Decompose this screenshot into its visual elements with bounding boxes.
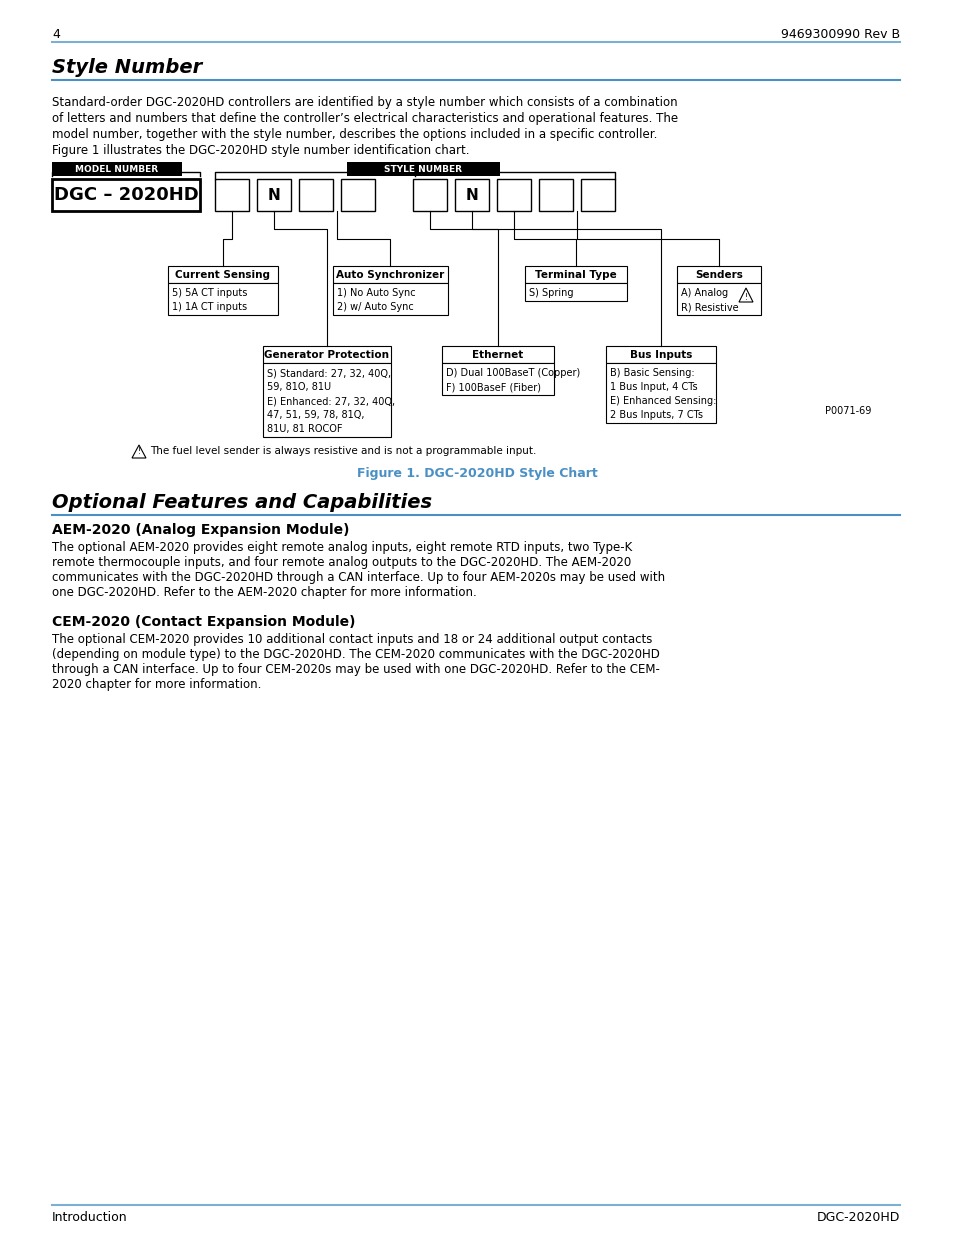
Text: Ethernet: Ethernet xyxy=(472,350,523,359)
Text: communicates with the DGC-2020HD through a CAN interface. Up to four AEM-2020s m: communicates with the DGC-2020HD through… xyxy=(52,571,664,584)
Text: MODEL NUMBER: MODEL NUMBER xyxy=(75,164,158,173)
Text: 2 Bus Inputs, 7 CTs: 2 Bus Inputs, 7 CTs xyxy=(609,410,702,420)
Polygon shape xyxy=(132,445,146,458)
FancyBboxPatch shape xyxy=(497,179,531,211)
FancyBboxPatch shape xyxy=(677,266,760,283)
FancyBboxPatch shape xyxy=(677,283,760,315)
Text: 1) 1A CT inputs: 1) 1A CT inputs xyxy=(172,303,247,312)
Text: Optional Features and Capabilities: Optional Features and Capabilities xyxy=(52,493,432,513)
Text: 2) w/ Auto Sync: 2) w/ Auto Sync xyxy=(336,303,414,312)
Text: D) Dual 100BaseT (Copper): D) Dual 100BaseT (Copper) xyxy=(446,368,579,378)
FancyBboxPatch shape xyxy=(263,346,391,363)
FancyBboxPatch shape xyxy=(214,179,249,211)
Text: through a CAN interface. Up to four CEM-2020s may be used with one DGC-2020HD. R: through a CAN interface. Up to four CEM-… xyxy=(52,663,659,676)
Text: 5) 5A CT inputs: 5) 5A CT inputs xyxy=(172,288,247,298)
Text: N: N xyxy=(465,188,477,203)
Text: !: ! xyxy=(137,447,140,457)
Text: 59, 81O, 81U: 59, 81O, 81U xyxy=(267,382,331,391)
Text: Senders: Senders xyxy=(695,269,742,279)
Text: STYLE NUMBER: STYLE NUMBER xyxy=(384,164,462,173)
Text: of letters and numbers that define the controller’s electrical characteristics a: of letters and numbers that define the c… xyxy=(52,112,678,125)
Text: Figure 1. DGC-2020HD Style Chart: Figure 1. DGC-2020HD Style Chart xyxy=(356,467,597,480)
Text: DGC – 2020HD: DGC – 2020HD xyxy=(53,186,198,204)
Polygon shape xyxy=(52,162,182,177)
FancyBboxPatch shape xyxy=(52,179,200,211)
FancyBboxPatch shape xyxy=(413,179,447,211)
Text: 1) No Auto Sync: 1) No Auto Sync xyxy=(336,288,416,298)
Text: E) Enhanced: 27, 32, 40Q,: E) Enhanced: 27, 32, 40Q, xyxy=(267,396,395,406)
Text: 81U, 81 ROCOF: 81U, 81 ROCOF xyxy=(267,424,342,433)
Text: S) Spring: S) Spring xyxy=(529,288,573,298)
Polygon shape xyxy=(347,162,499,177)
FancyBboxPatch shape xyxy=(441,346,554,363)
FancyBboxPatch shape xyxy=(524,283,626,301)
Text: 2020 chapter for more information.: 2020 chapter for more information. xyxy=(52,678,261,692)
Text: S) Standard: 27, 32, 40Q,: S) Standard: 27, 32, 40Q, xyxy=(267,368,391,378)
FancyBboxPatch shape xyxy=(605,363,716,424)
FancyBboxPatch shape xyxy=(441,363,554,395)
Text: Terminal Type: Terminal Type xyxy=(535,269,617,279)
Text: 47, 51, 59, 78, 81Q,: 47, 51, 59, 78, 81Q, xyxy=(267,410,364,420)
FancyBboxPatch shape xyxy=(168,283,277,315)
Text: model number, together with the style number, describes the options included in : model number, together with the style nu… xyxy=(52,128,657,141)
Text: one DGC-2020HD. Refer to the AEM-2020 chapter for more information.: one DGC-2020HD. Refer to the AEM-2020 ch… xyxy=(52,585,476,599)
FancyBboxPatch shape xyxy=(538,179,573,211)
Text: R) Resistive: R) Resistive xyxy=(680,303,738,312)
Text: AEM-2020 (Analog Expansion Module): AEM-2020 (Analog Expansion Module) xyxy=(52,522,349,537)
FancyBboxPatch shape xyxy=(524,266,626,283)
FancyBboxPatch shape xyxy=(340,179,375,211)
Text: DGC-2020HD: DGC-2020HD xyxy=(816,1212,899,1224)
Text: 4: 4 xyxy=(52,28,60,41)
Text: Auto Synchronizer: Auto Synchronizer xyxy=(336,269,444,279)
Text: The fuel level sender is always resistive and is not a programmable input.: The fuel level sender is always resistiv… xyxy=(150,446,536,456)
Text: N: N xyxy=(268,188,280,203)
FancyBboxPatch shape xyxy=(298,179,333,211)
Text: F) 100BaseF (Fiber): F) 100BaseF (Fiber) xyxy=(446,382,540,391)
Text: The optional CEM-2020 provides 10 additional contact inputs and 18 or 24 additio: The optional CEM-2020 provides 10 additi… xyxy=(52,634,652,646)
FancyBboxPatch shape xyxy=(263,363,391,437)
Text: Style Number: Style Number xyxy=(52,58,202,77)
Text: Current Sensing: Current Sensing xyxy=(175,269,271,279)
FancyBboxPatch shape xyxy=(168,266,277,283)
FancyBboxPatch shape xyxy=(333,266,448,283)
FancyBboxPatch shape xyxy=(333,283,448,315)
Polygon shape xyxy=(739,288,752,303)
FancyBboxPatch shape xyxy=(580,179,615,211)
Text: 9469300990 Rev B: 9469300990 Rev B xyxy=(781,28,899,41)
FancyBboxPatch shape xyxy=(256,179,291,211)
Text: P0071-69: P0071-69 xyxy=(824,406,870,416)
Text: Bus Inputs: Bus Inputs xyxy=(629,350,692,359)
Text: B) Basic Sensing:: B) Basic Sensing: xyxy=(609,368,694,378)
Text: (depending on module type) to the DGC-2020HD. The CEM-2020 communicates with the: (depending on module type) to the DGC-20… xyxy=(52,648,659,661)
Text: 1 Bus Input, 4 CTs: 1 Bus Input, 4 CTs xyxy=(609,382,697,391)
Text: Figure 1 illustrates the DGC-2020HD style number identification chart.: Figure 1 illustrates the DGC-2020HD styl… xyxy=(52,144,469,157)
Text: Introduction: Introduction xyxy=(52,1212,128,1224)
Text: !: ! xyxy=(743,293,747,301)
Text: E) Enhanced Sensing:: E) Enhanced Sensing: xyxy=(609,396,716,406)
Text: remote thermocouple inputs, and four remote analog outputs to the DGC-2020HD. Th: remote thermocouple inputs, and four rem… xyxy=(52,556,631,569)
Text: A) Analog: A) Analog xyxy=(680,288,727,298)
Text: Standard-order DGC-2020HD controllers are identified by a style number which con: Standard-order DGC-2020HD controllers ar… xyxy=(52,96,677,109)
FancyBboxPatch shape xyxy=(455,179,489,211)
FancyBboxPatch shape xyxy=(605,346,716,363)
Text: CEM-2020 (Contact Expansion Module): CEM-2020 (Contact Expansion Module) xyxy=(52,615,355,629)
Text: The optional AEM-2020 provides eight remote analog inputs, eight remote RTD inpu: The optional AEM-2020 provides eight rem… xyxy=(52,541,632,555)
Text: Generator Protection: Generator Protection xyxy=(264,350,389,359)
